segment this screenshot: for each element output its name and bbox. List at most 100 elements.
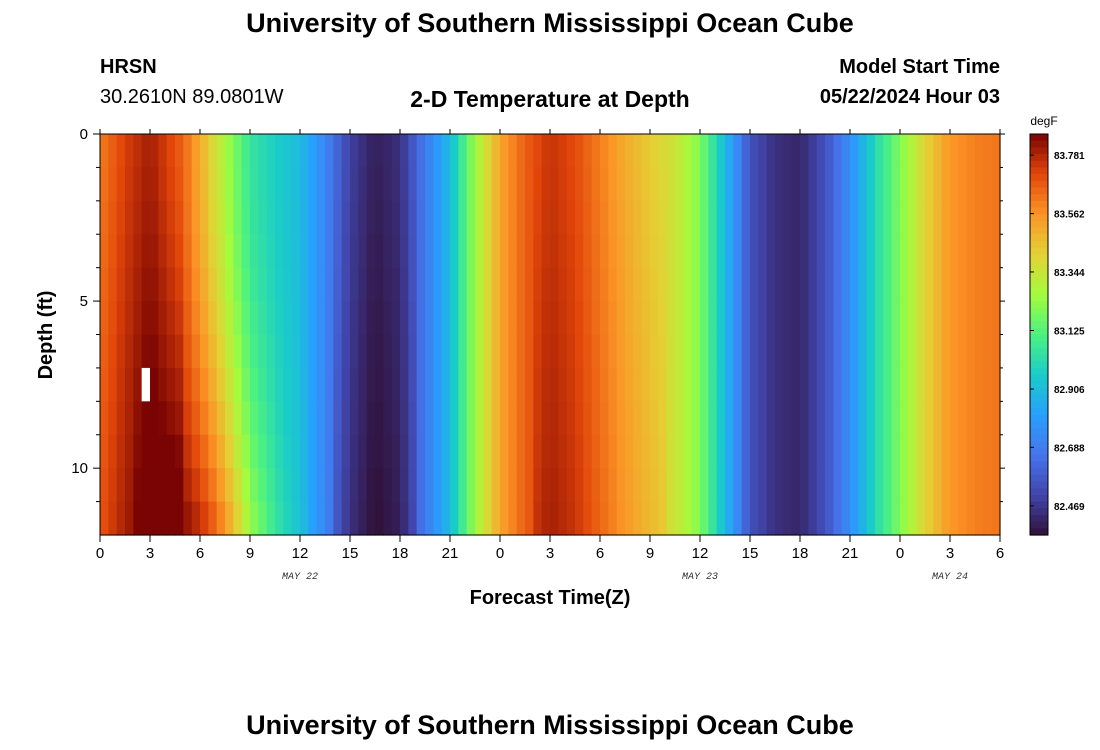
heatmap-cell bbox=[483, 501, 493, 536]
heatmap-cell bbox=[825, 301, 834, 336]
heatmap-cell bbox=[316, 234, 326, 269]
y-tick-label: 10 bbox=[71, 460, 88, 477]
heatmap-cell bbox=[791, 301, 801, 336]
heatmap-cell bbox=[166, 367, 176, 402]
heatmap-cell bbox=[425, 234, 434, 269]
colorbar-segment bbox=[1030, 267, 1048, 275]
heatmap-cell bbox=[466, 501, 476, 536]
heatmap-cell bbox=[116, 334, 126, 369]
heatmap-cell bbox=[941, 334, 951, 369]
heatmap-cell bbox=[875, 301, 884, 336]
heatmap-cell bbox=[666, 434, 676, 469]
heatmap-cell bbox=[175, 501, 184, 536]
heatmap-cell bbox=[683, 301, 693, 336]
heatmap-cell bbox=[466, 301, 476, 336]
heatmap-cell bbox=[666, 200, 676, 235]
heatmap-cell bbox=[966, 334, 976, 369]
heatmap-cell bbox=[500, 301, 509, 336]
heatmap-cell bbox=[733, 434, 743, 469]
colorbar-segment bbox=[1030, 401, 1048, 409]
heatmap-cell bbox=[391, 401, 401, 436]
heatmap-cell bbox=[833, 367, 843, 402]
heatmap-cell bbox=[758, 401, 768, 436]
heatmap-cell bbox=[466, 234, 476, 269]
heatmap-cell bbox=[783, 267, 793, 302]
heatmap-cell bbox=[908, 234, 918, 269]
heatmap-cell bbox=[541, 267, 551, 302]
heatmap-cell bbox=[200, 334, 209, 369]
heatmap-cell bbox=[575, 200, 584, 235]
heatmap-cell bbox=[625, 267, 634, 302]
heatmap-cell bbox=[575, 267, 584, 302]
heatmap-cell bbox=[658, 200, 668, 235]
heatmap-cell bbox=[225, 468, 234, 503]
heatmap-cell bbox=[933, 167, 943, 202]
heatmap-cell bbox=[283, 434, 293, 469]
colorbar-segment bbox=[1030, 227, 1048, 235]
heatmap-cell bbox=[550, 134, 559, 169]
heatmap-cell bbox=[908, 167, 918, 202]
heatmap-cell bbox=[450, 167, 459, 202]
heatmap-cell bbox=[133, 367, 143, 402]
page-title-bottom: University of Southern Mississippi Ocean… bbox=[246, 710, 854, 740]
heatmap-cell bbox=[491, 367, 501, 402]
heatmap-cell bbox=[591, 367, 601, 402]
heatmap-cell bbox=[833, 301, 843, 336]
heatmap-cell bbox=[933, 234, 943, 269]
heatmap-cell bbox=[441, 367, 451, 402]
heatmap-cell bbox=[100, 501, 109, 536]
heatmap-cell bbox=[358, 267, 368, 302]
heatmap-cell bbox=[966, 301, 976, 336]
heatmap-cell bbox=[541, 134, 551, 169]
heatmap-cell bbox=[158, 501, 168, 536]
heatmap-cell bbox=[975, 434, 984, 469]
heatmap-cell bbox=[150, 134, 159, 169]
heatmap-cell bbox=[683, 134, 693, 169]
heatmap-cell bbox=[800, 267, 809, 302]
heatmap-cell bbox=[891, 167, 901, 202]
heatmap-cell bbox=[141, 334, 151, 369]
x-date-label: MAY 22 bbox=[282, 572, 318, 583]
heatmap-cell bbox=[908, 267, 918, 302]
heatmap-cell bbox=[933, 301, 943, 336]
heatmap-cell bbox=[433, 468, 443, 503]
heatmap-cell bbox=[366, 301, 376, 336]
heatmap-cell bbox=[358, 401, 368, 436]
heatmap-cell bbox=[758, 501, 768, 536]
heatmap-cell bbox=[883, 367, 893, 402]
heatmap-cell bbox=[200, 434, 209, 469]
heatmap-cell bbox=[950, 401, 959, 436]
heatmap-cell bbox=[725, 167, 734, 202]
heatmap-cell bbox=[550, 401, 559, 436]
heatmap-cell bbox=[191, 501, 201, 536]
heatmap-cell bbox=[500, 200, 509, 235]
heatmap-cell bbox=[600, 468, 609, 503]
heatmap-cell bbox=[225, 267, 234, 302]
heatmap-cell bbox=[725, 200, 734, 235]
heatmap-cell bbox=[966, 134, 976, 169]
x-tick-label: 0 bbox=[896, 545, 904, 562]
heatmap-cell bbox=[375, 367, 384, 402]
heatmap-cell bbox=[466, 434, 476, 469]
heatmap-cell bbox=[516, 334, 526, 369]
heatmap-cell bbox=[450, 434, 459, 469]
x-tick-label: 15 bbox=[342, 545, 359, 562]
heatmap-cell bbox=[108, 167, 118, 202]
heatmap-cell bbox=[150, 167, 159, 202]
heatmap-cell bbox=[483, 200, 493, 235]
heatmap-cell bbox=[658, 367, 668, 402]
heatmap-cell bbox=[383, 468, 393, 503]
heatmap-cell bbox=[350, 501, 359, 536]
heatmap-cell bbox=[133, 434, 143, 469]
y-axis-title: Depth (ft) bbox=[35, 291, 57, 380]
heatmap-cell bbox=[800, 134, 809, 169]
heatmap-cell bbox=[858, 167, 868, 202]
heatmap-cell bbox=[791, 334, 801, 369]
heatmap-cell bbox=[308, 434, 318, 469]
heatmap-cell bbox=[950, 334, 959, 369]
heatmap-cell bbox=[558, 234, 568, 269]
heatmap-cell bbox=[333, 234, 343, 269]
heatmap-cell bbox=[683, 334, 693, 369]
heatmap-cell bbox=[808, 134, 818, 169]
colorbar-segment bbox=[1030, 220, 1048, 229]
